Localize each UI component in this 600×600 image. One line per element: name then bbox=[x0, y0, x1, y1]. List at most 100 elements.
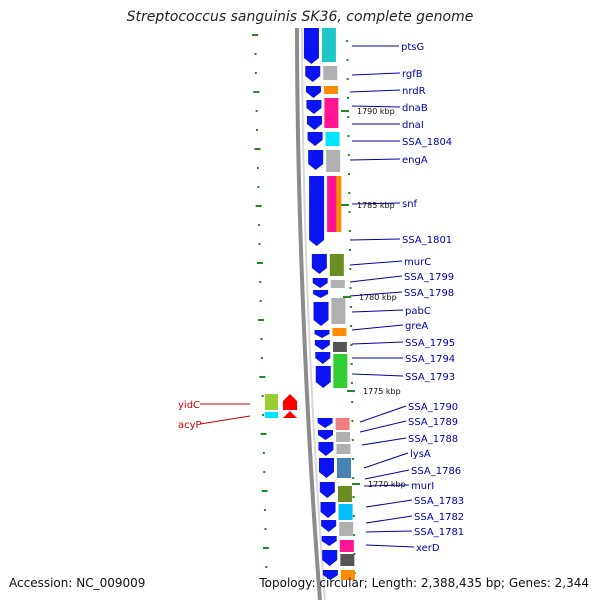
forward-gene-arrow bbox=[303, 28, 319, 64]
forward-gene-arrow bbox=[307, 116, 323, 130]
gene-label: dnaB bbox=[402, 103, 428, 114]
gc-tick bbox=[349, 306, 352, 308]
gc-tick bbox=[252, 34, 259, 36]
gene-label: murI bbox=[411, 481, 434, 492]
gc-tick bbox=[254, 53, 257, 55]
gc-tick bbox=[258, 243, 261, 245]
forward-gene-arrow bbox=[318, 458, 334, 478]
gc-tick bbox=[263, 471, 266, 473]
gc-tick bbox=[257, 186, 260, 188]
gene-label: SSA_1798 bbox=[404, 288, 454, 299]
kbp-tick bbox=[341, 110, 349, 112]
cog-segment bbox=[323, 86, 338, 94]
gene-label: SSA_1782 bbox=[414, 512, 464, 523]
gc-tick bbox=[346, 40, 349, 42]
cog-segment bbox=[333, 354, 348, 388]
forward-gene-arrow bbox=[314, 340, 330, 350]
forward-gene-arrow bbox=[317, 418, 333, 428]
gc-tick bbox=[262, 452, 265, 454]
forward-gene-arrow bbox=[313, 290, 329, 298]
gene-label: SSA_1788 bbox=[408, 434, 458, 445]
gene-labels: ptsG rgfB nrdR dnaB dnaI SSA_1804 engA snf SSA_1… bbox=[178, 42, 464, 554]
gene-label: ptsG bbox=[401, 42, 424, 53]
gc-tick bbox=[255, 110, 258, 112]
gene-label-leader bbox=[351, 341, 404, 345]
cog-segment bbox=[340, 554, 355, 566]
gene-label-leader bbox=[349, 158, 401, 161]
gc-tick bbox=[255, 205, 262, 207]
gc-tick bbox=[350, 382, 353, 384]
forward-gene-arrow bbox=[308, 150, 324, 170]
gc-tick bbox=[353, 534, 356, 536]
cog-segment bbox=[336, 458, 351, 478]
gc-tick bbox=[349, 249, 352, 251]
forward-gene-arrow bbox=[307, 132, 323, 146]
gene-label-leader bbox=[363, 452, 409, 469]
gene-label: SSA_1793 bbox=[405, 372, 455, 383]
gc-tick bbox=[261, 395, 264, 397]
cog-segment bbox=[321, 28, 336, 62]
gene-label-leader bbox=[351, 72, 401, 76]
gc-tick bbox=[347, 135, 350, 137]
gene-label-leader bbox=[365, 515, 413, 524]
gc-tick bbox=[352, 477, 355, 479]
gc-tick bbox=[348, 173, 351, 175]
cog-segment bbox=[340, 570, 355, 580]
forward-gene-arrow bbox=[305, 66, 321, 82]
forward-gene-arrow bbox=[315, 366, 331, 388]
page-title: Streptococcus sanguinis SK36, complete g… bbox=[126, 9, 474, 25]
cog-segment bbox=[330, 280, 345, 288]
gc-tick bbox=[350, 363, 353, 365]
gc-tick bbox=[258, 224, 261, 226]
gc-tick bbox=[350, 344, 353, 346]
gene-label: acyP bbox=[178, 420, 202, 431]
gene-label: SSA_1789 bbox=[408, 417, 458, 428]
gene-label-leaders bbox=[199, 45, 415, 548]
gc-tick bbox=[347, 116, 350, 118]
gene-label-leader bbox=[365, 530, 413, 533]
forward-gene-arrow bbox=[318, 430, 333, 440]
gene-label: SSA_1781 bbox=[414, 527, 464, 538]
gene-label-leader bbox=[359, 405, 407, 423]
gc-tick bbox=[349, 287, 352, 289]
reverse-gene-arrow bbox=[283, 394, 297, 410]
gc-tick bbox=[256, 262, 263, 264]
gc-tick bbox=[259, 376, 266, 378]
cog-segment bbox=[325, 132, 340, 146]
gene-label: pabC bbox=[405, 306, 431, 317]
cog-segment bbox=[338, 504, 353, 520]
accession-label: Accession: NC_009009 bbox=[9, 576, 146, 590]
forward-gene-arrow bbox=[312, 278, 328, 288]
gene-label: yidC bbox=[178, 400, 200, 411]
cog-segment bbox=[323, 66, 338, 80]
kbp-markers: 1790 kbp 1785 kbp 1780 kbp 1775 kbp 1770 kbp bbox=[341, 107, 406, 489]
gene-label-leader bbox=[349, 291, 403, 297]
gc-tick bbox=[348, 230, 351, 232]
gene-label: dnaI bbox=[402, 120, 424, 131]
gc-tick bbox=[346, 97, 349, 99]
gene-label-leader bbox=[199, 415, 251, 425]
gene-label: lysA bbox=[410, 449, 431, 460]
gc-tick bbox=[351, 401, 354, 403]
kbp-tick bbox=[343, 296, 351, 298]
reverse-gene-arrow bbox=[283, 411, 297, 418]
topology-label: Topology: circular; Length: 2,388,435 bp… bbox=[259, 576, 589, 590]
gene-label-leader bbox=[363, 484, 410, 487]
gene-label-leader bbox=[349, 238, 401, 241]
gene-label: xerD bbox=[416, 543, 440, 554]
forward-gene-arrow bbox=[321, 520, 337, 532]
gene-label-leader bbox=[349, 89, 401, 93]
cog-segment bbox=[326, 150, 341, 172]
gc-tick bbox=[352, 515, 355, 517]
gc-tick bbox=[254, 148, 261, 150]
gc-tick bbox=[352, 496, 355, 498]
forward-gene-arrow bbox=[319, 482, 335, 498]
genome-backbone-inner bbox=[301, 27, 326, 600]
gene-label-leader bbox=[351, 309, 404, 313]
kbp-tick bbox=[352, 483, 360, 485]
gc-tick bbox=[348, 211, 351, 213]
cog-segment bbox=[337, 486, 352, 502]
gc-tick bbox=[260, 433, 267, 435]
